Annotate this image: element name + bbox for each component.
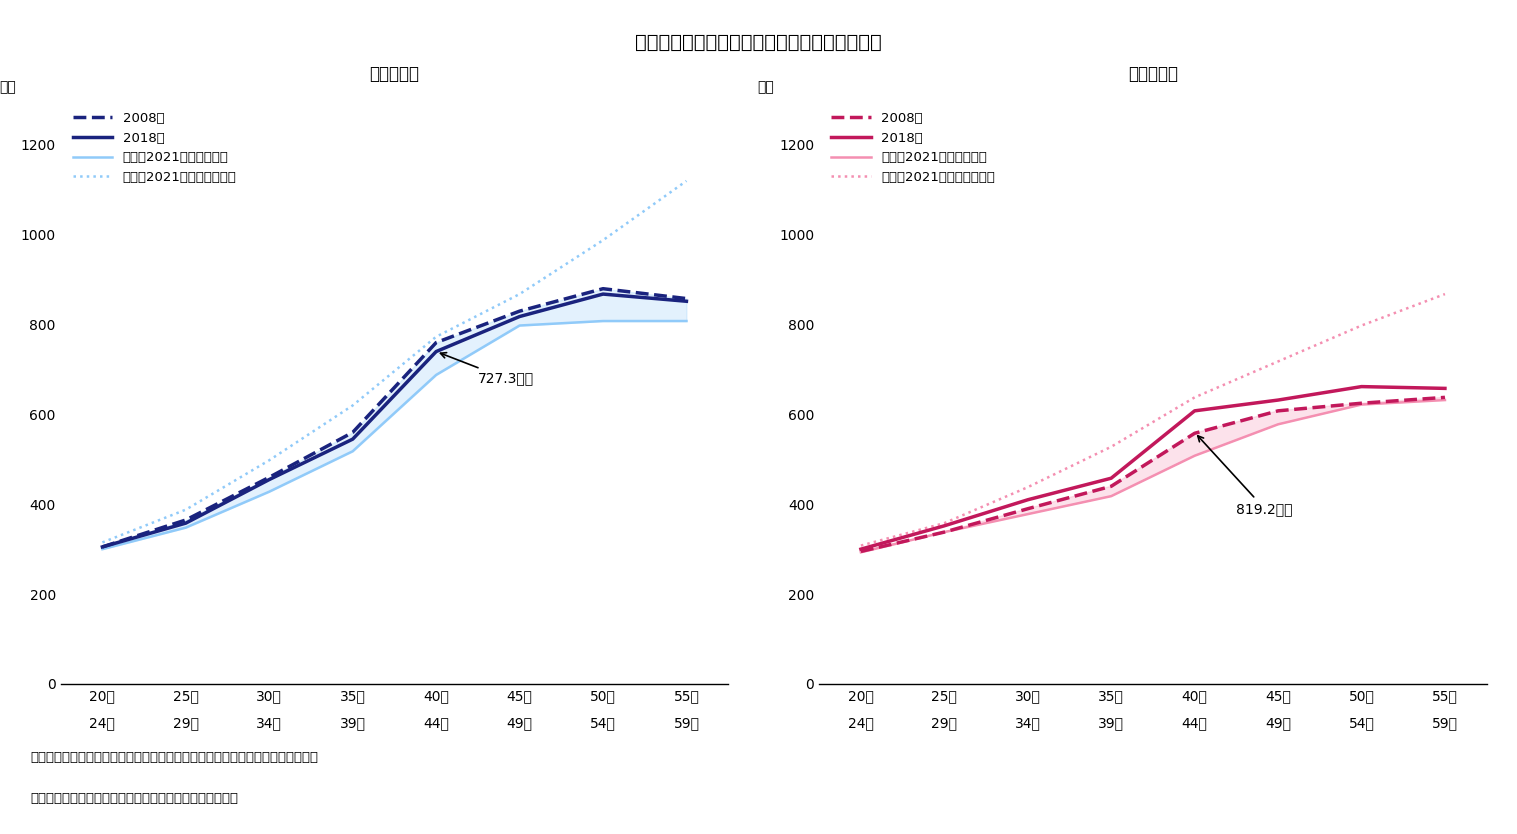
Legend: 2008年, 2018年, 参考：2021年（大学卒）, 参考：2021年（大学院卒）: 2008年, 2018年, 参考：2021年（大学卒）, 参考：2021年（大学… — [67, 107, 241, 189]
Legend: 2008年, 2018年, 参考：2021年（大学卒）, 参考：2021年（大学院卒）: 2008年, 2018年, 参考：2021年（大学卒）, 参考：2021年（大学… — [825, 107, 1000, 189]
Title: （ｂ）女性: （ｂ）女性 — [1129, 65, 1177, 83]
Text: （資料）　厚生労働省「賃金構造基本統計調査」から作成: （資料） 厚生労働省「賃金構造基本統計調査」から作成 — [30, 792, 238, 806]
Text: 図５　大学卒の正規雇用者の賃金カーブの変化: 図５ 大学卒の正規雇用者の賃金カーブの変化 — [636, 33, 881, 53]
Text: 727.3万円: 727.3万円 — [440, 353, 534, 385]
Text: （注）　年収は「所定内給与額」および「年間賞与その他特別給与額」から推計: （注） 年収は「所定内給与額」および「年間賞与その他特別給与額」から推計 — [30, 751, 319, 764]
Title: （ａ）男性: （ａ）男性 — [370, 65, 419, 83]
Y-axis label: 万円: 万円 — [0, 80, 15, 94]
Text: 819.2万円: 819.2万円 — [1198, 436, 1292, 515]
Y-axis label: 万円: 万円 — [757, 80, 774, 94]
